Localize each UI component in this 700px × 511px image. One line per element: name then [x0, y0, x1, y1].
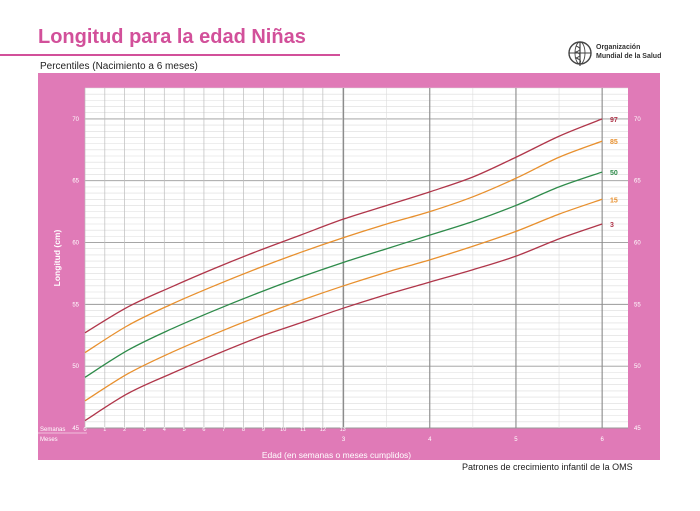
page-subtitle: Percentiles (Nacimiento a 6 meses) — [40, 61, 198, 72]
x-axis-title: Edad (en semanas o meses cumplidos) — [262, 450, 411, 460]
y-tick-label-right: 50 — [634, 364, 641, 370]
week-tick-label: 8 — [242, 427, 245, 433]
y-tick-label-right: 70 — [634, 117, 641, 123]
footer-source-note: Patrones de crecimiento infantil de la O… — [462, 462, 633, 472]
month-tick-label: 4 — [428, 437, 432, 443]
week-tick-label: 2 — [123, 427, 126, 433]
y-tick-label-left: 45 — [72, 426, 79, 432]
percentile-3-label: 3 — [610, 222, 614, 229]
week-tick-label: 12 — [320, 427, 326, 433]
percentile-50-curve — [84, 171, 603, 378]
percentile-50-label: 50 — [610, 170, 618, 177]
logo-line-2: Mundial de la Salud — [596, 53, 662, 60]
logo-line-1: Organización — [596, 44, 641, 51]
percentile-15-label: 15 — [610, 197, 618, 204]
page-title: Longitud para la edad Niñas — [38, 26, 306, 48]
title-underline — [0, 54, 340, 56]
week-tick-label: 3 — [143, 427, 146, 433]
y-tick-label-left: 50 — [72, 364, 79, 370]
week-tick-label: 13 — [340, 427, 346, 433]
week-tick-label: 11 — [300, 427, 306, 433]
month-tick-label: 6 — [600, 437, 604, 443]
week-tick-label: 0 — [83, 427, 86, 433]
month-tick-label: 3 — [342, 437, 346, 443]
percentile-85-curve — [84, 140, 603, 354]
y-tick-label-right: 45 — [634, 426, 641, 432]
y-tick-label-right: 65 — [634, 179, 641, 185]
week-tick-label: 9 — [262, 427, 265, 433]
week-tick-label: 1 — [103, 427, 106, 433]
week-tick-label: 7 — [222, 427, 225, 433]
months-row-label: Meses — [40, 437, 58, 443]
y-tick-label-right: 55 — [634, 302, 641, 308]
week-tick-label: 5 — [183, 427, 186, 433]
week-tick-label: 6 — [202, 427, 205, 433]
percentile-97-curve — [84, 118, 603, 334]
week-tick-label: 10 — [280, 427, 286, 433]
who-logo-icon — [568, 41, 592, 66]
y-tick-label-left: 70 — [72, 117, 79, 123]
percentile-3-curve — [84, 223, 603, 422]
y-axis-title: Longitud (cm) — [52, 230, 62, 287]
y-tick-label-right: 60 — [634, 241, 641, 247]
y-tick-label-left: 60 — [72, 241, 79, 247]
percentile-85-label: 85 — [610, 139, 618, 146]
who-logo-text: Organización Mundial de la Salud — [596, 43, 661, 61]
percentile-97-label: 97 — [610, 117, 618, 124]
weeks-row-label: Semanas — [40, 427, 65, 433]
month-tick-label: 5 — [514, 437, 518, 443]
percentile-15-curve — [84, 198, 603, 402]
y-tick-label-left: 65 — [72, 179, 79, 185]
y-tick-label-left: 55 — [72, 302, 79, 308]
week-tick-label: 4 — [163, 427, 166, 433]
